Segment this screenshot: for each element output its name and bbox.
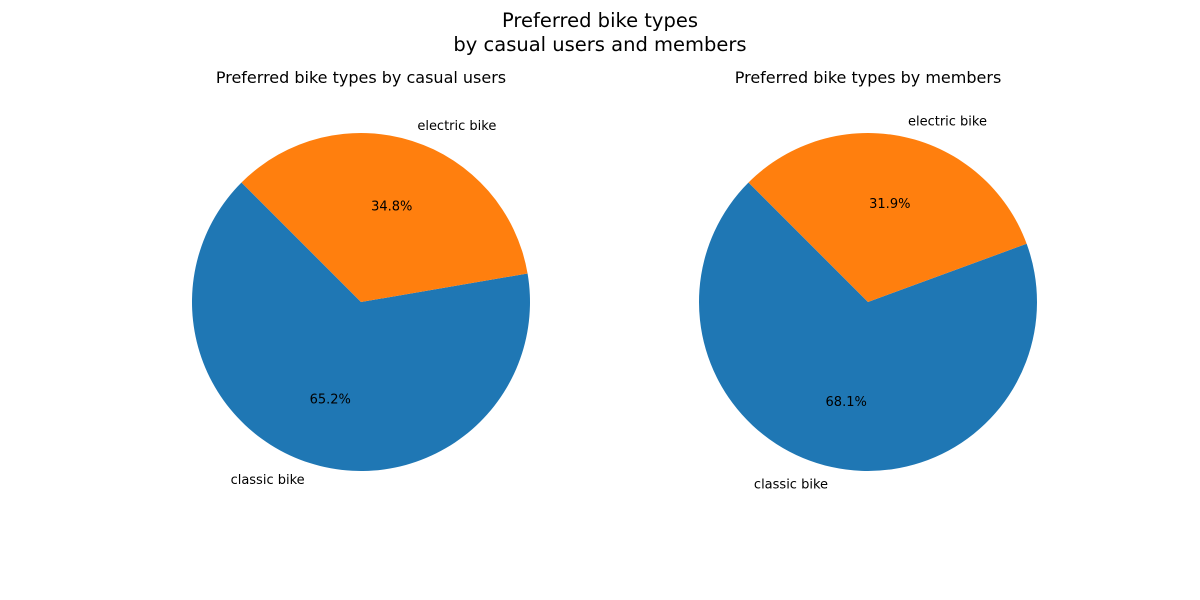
pie-slice-casual-users-classic-bike	[191, 182, 530, 472]
pie-slice-casual-users-electric-bike	[241, 133, 528, 302]
category-label-casual-users-electric-bike: electric bike	[417, 119, 496, 134]
category-label-casual-users-classic-bike: classic bike	[231, 473, 305, 488]
figure-title-line-1: Preferred bike types	[502, 9, 698, 32]
category-label-members-classic-bike: classic bike	[754, 478, 828, 493]
pie-chart-casual-users: 65.2% classic bike 34.8% electric bike Prefe…	[191, 68, 530, 488]
pct-label-members-classic-bike: 68.1%	[826, 395, 867, 410]
pie-title-members: Preferred bike types by members	[735, 68, 1002, 87]
figure-title-line-2: by casual users and members	[453, 33, 746, 56]
pie-title-casual-users: Preferred bike types by casual users	[216, 68, 506, 87]
pct-label-members-electric-bike: 31.9%	[869, 197, 910, 212]
pie-slice-members-classic-bike	[699, 182, 1038, 471]
pie-slice-members-electric-bike	[748, 132, 1027, 302]
pct-label-casual-users-electric-bike: 34.8%	[371, 199, 412, 214]
category-label-members-electric-bike: electric bike	[908, 114, 987, 129]
pie-chart-members: 68.1% classic bike 31.9% electric bike Prefe…	[699, 68, 1038, 493]
pct-label-casual-users-classic-bike: 65.2%	[310, 393, 351, 408]
